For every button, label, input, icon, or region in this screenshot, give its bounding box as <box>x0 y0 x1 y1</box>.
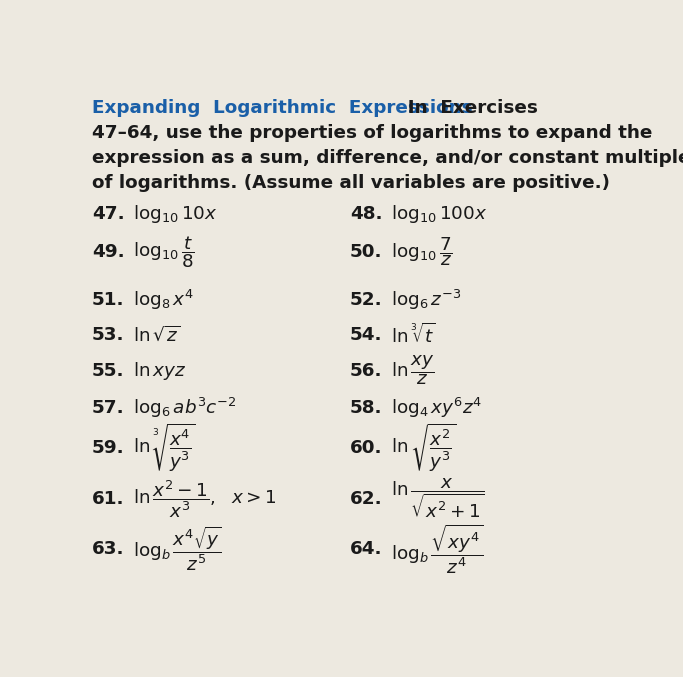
Text: 59.: 59. <box>92 439 124 457</box>
Text: 56.: 56. <box>350 362 382 380</box>
Text: $\ln \sqrt{\dfrac{x^2}{y^3}}$: $\ln \sqrt{\dfrac{x^2}{y^3}}$ <box>391 422 457 474</box>
Text: $\ln \dfrac{x^2-1}{x^3},\ \ x>1$: $\ln \dfrac{x^2-1}{x^3},\ \ x>1$ <box>133 478 277 520</box>
Text: 50.: 50. <box>350 242 382 261</box>
Text: 53.: 53. <box>92 326 124 344</box>
Text: $\ln \dfrac{xy}{z}$: $\ln \dfrac{xy}{z}$ <box>391 353 435 387</box>
Text: $\log_b \dfrac{x^4\sqrt{y}}{z^5}$: $\log_b \dfrac{x^4\sqrt{y}}{z^5}$ <box>133 525 222 573</box>
Text: 51.: 51. <box>92 290 124 309</box>
Text: $\log_4 xy^6 z^4$: $\log_4 xy^6 z^4$ <box>391 396 482 420</box>
Text: $\log_6 z^{-3}$: $\log_6 z^{-3}$ <box>391 288 462 311</box>
Text: $\log_8 x^4$: $\log_8 x^4$ <box>133 288 194 311</box>
Text: $\log_{10} \dfrac{t}{8}$: $\log_{10} \dfrac{t}{8}$ <box>133 234 195 269</box>
Text: expression as a sum, difference, and/or constant multiple: expression as a sum, difference, and/or … <box>92 149 683 167</box>
Text: $\log_b \dfrac{\sqrt{xy^4}}{z^4}$: $\log_b \dfrac{\sqrt{xy^4}}{z^4}$ <box>391 522 484 576</box>
Text: 55.: 55. <box>92 362 124 380</box>
Text: $\log_6 ab^3c^{-2}$: $\log_6 ab^3c^{-2}$ <box>133 396 236 420</box>
Text: 47.: 47. <box>92 205 124 223</box>
Text: 61.: 61. <box>92 489 124 508</box>
Text: $\ln \dfrac{x}{\sqrt{x^2+1}}$: $\ln \dfrac{x}{\sqrt{x^2+1}}$ <box>391 477 485 521</box>
Text: 54.: 54. <box>350 326 382 344</box>
Text: $\log_{10} \dfrac{7}{z}$: $\log_{10} \dfrac{7}{z}$ <box>391 236 453 268</box>
Text: 64.: 64. <box>350 540 382 558</box>
Text: 60.: 60. <box>350 439 382 457</box>
Text: 49.: 49. <box>92 242 124 261</box>
Text: $\log_{10} 10x$: $\log_{10} 10x$ <box>133 203 217 225</box>
Text: In  Exercises: In Exercises <box>395 99 538 117</box>
Text: Expanding  Logarithmic  Expressions: Expanding Logarithmic Expressions <box>92 99 473 117</box>
Text: 57.: 57. <box>92 399 124 417</box>
Text: of logarithms. (Assume all variables are positive.): of logarithms. (Assume all variables are… <box>92 174 610 192</box>
Text: 47–64, use the properties of logarithms to expand the: 47–64, use the properties of logarithms … <box>92 124 652 142</box>
Text: $\ln \sqrt[3]{\dfrac{x^4}{y^3}}$: $\ln \sqrt[3]{\dfrac{x^4}{y^3}}$ <box>133 422 196 474</box>
Text: 48.: 48. <box>350 205 382 223</box>
Text: 62.: 62. <box>350 489 382 508</box>
Text: $\ln xyz$: $\ln xyz$ <box>133 359 186 382</box>
Text: 63.: 63. <box>92 540 124 558</box>
Text: $\log_{10} 100x$: $\log_{10} 100x$ <box>391 203 488 225</box>
Text: $\ln \sqrt{z}$: $\ln \sqrt{z}$ <box>133 326 181 345</box>
Text: 58.: 58. <box>350 399 382 417</box>
Text: $\ln \sqrt[3]{t}$: $\ln \sqrt[3]{t}$ <box>391 323 436 347</box>
Text: 52.: 52. <box>350 290 382 309</box>
